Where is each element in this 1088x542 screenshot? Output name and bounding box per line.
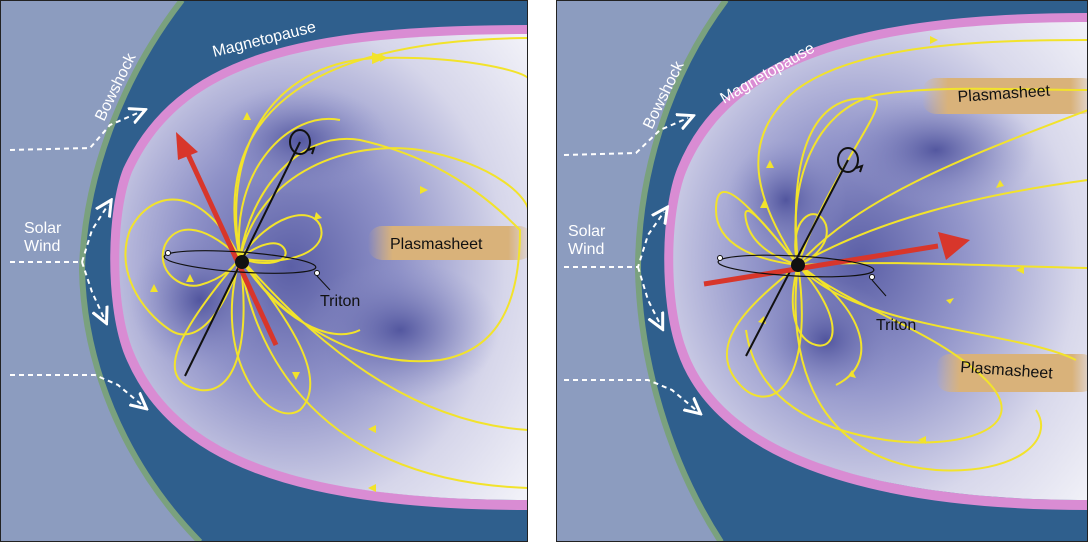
triton-moon [869, 274, 875, 280]
solar-wind-label-line2: Wind [568, 241, 604, 258]
magnetosphere-diagram-right: Bowshock Magnetopause Solar Wind Plasmas… [556, 0, 1088, 542]
rotation-arrow-icon [289, 129, 316, 155]
dashed-flow-arrow-icon [9, 112, 142, 405]
triton-moon [314, 270, 320, 276]
plasmasheet-band-lower [936, 354, 1088, 392]
magnetic-axis-arrowhead [938, 232, 970, 260]
field-lines [714, 39, 1088, 472]
dashed-flow-arrow-icon [563, 118, 696, 410]
magnetic-axis [183, 148, 279, 347]
panel-left: Bowshock Magnetopause Solar Wind Plasmas… [0, 0, 528, 542]
solar-wind-label-line2: Wind [24, 238, 60, 255]
plasmasheet-label-upper: Plasmasheet [957, 83, 1051, 106]
magnetopause-boundary [664, 13, 1088, 510]
magnetosphere-diagram-left: Bowshock Magnetopause Solar Wind Plasmas… [0, 0, 528, 542]
triton-orbit [717, 254, 875, 278]
planet-icon [791, 258, 805, 272]
triton-orbit [163, 250, 317, 274]
magnetic-axis [703, 243, 939, 287]
plasmasheet-band-upper [922, 78, 1088, 114]
magnetic-axis-arrowhead [176, 132, 198, 160]
solar-wind-label-line1: Solar [24, 220, 62, 237]
plasmasheet-label: Plasmasheet [390, 236, 483, 253]
solar-wind-label-line1: Solar [568, 223, 606, 240]
rotation-axis [745, 159, 849, 357]
rotation-arrow-icon [837, 147, 864, 173]
plasmasheet-label-lower: Plasmasheet [960, 359, 1054, 382]
plasmasheet-band [368, 226, 528, 260]
triton-label: Triton [320, 293, 360, 310]
planet-icon [235, 255, 249, 269]
bowshock-line [78, 0, 203, 542]
panel-right: Bowshock Magnetopause Solar Wind Plasmas… [556, 0, 1088, 542]
magnetopause-boundary [110, 25, 528, 510]
triton-label: Triton [876, 317, 916, 334]
